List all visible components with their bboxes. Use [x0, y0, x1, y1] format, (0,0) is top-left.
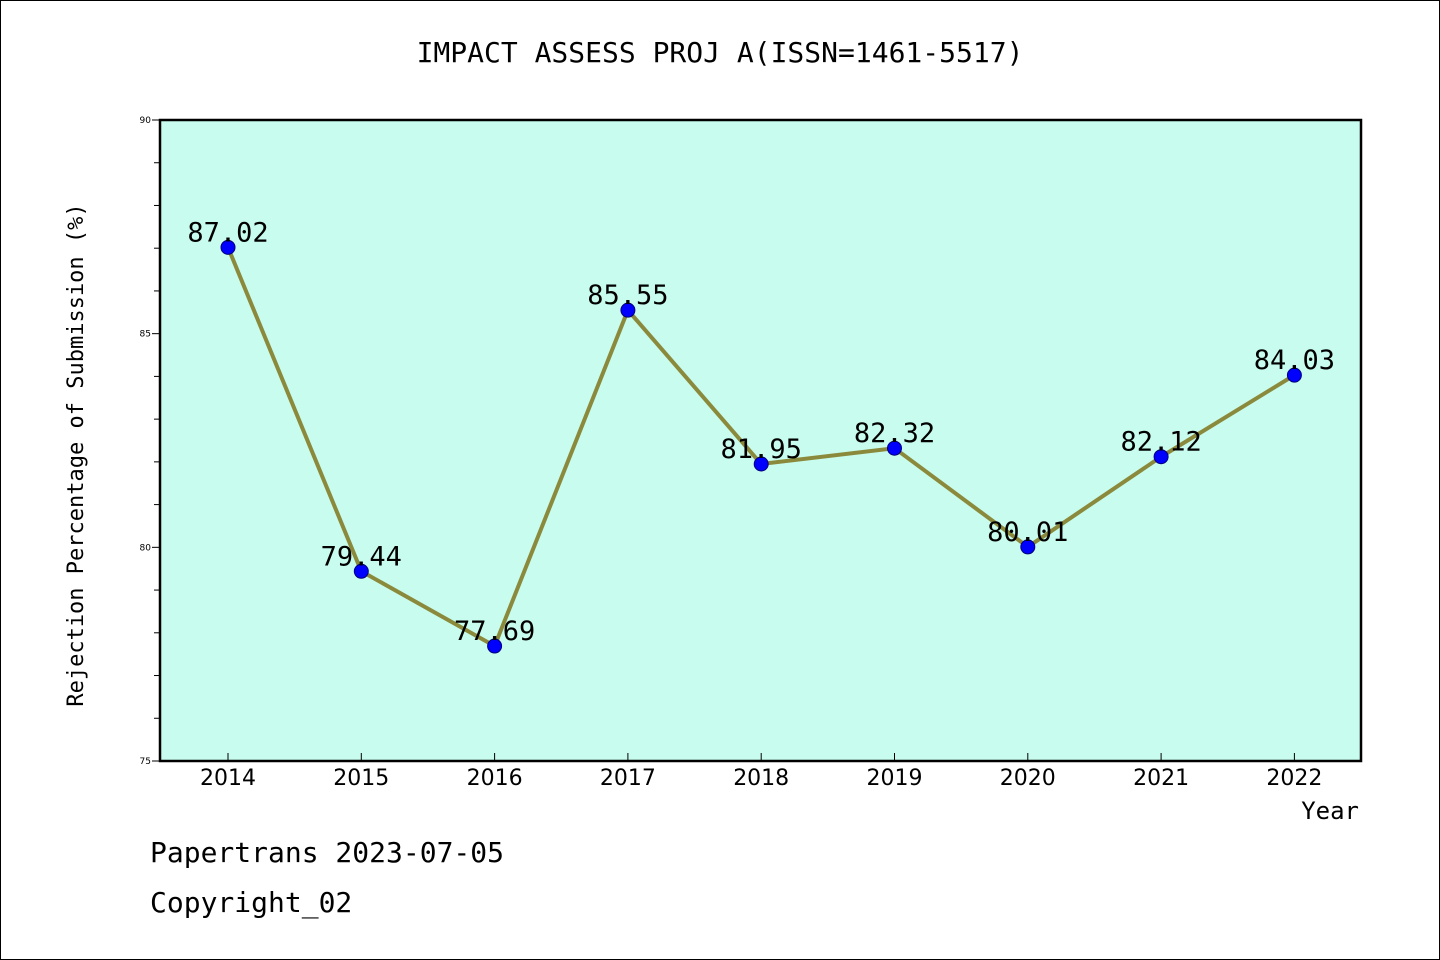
x-tick-label: 2022	[1266, 766, 1322, 791]
data-point	[1020, 539, 1036, 555]
x-tick-label: 2014	[200, 766, 256, 791]
data-label: 85.55	[587, 280, 668, 311]
data-label: 87.02	[187, 217, 268, 248]
x-tick-label: 2015	[333, 766, 389, 791]
x-axis: 2014 2015 2016 2017 2018 2019 2020 2021 2022	[200, 753, 1322, 791]
x-axis-label: Year	[1301, 797, 1359, 825]
y-tick-label: 90	[140, 116, 152, 126]
data-point	[1286, 367, 1302, 383]
data-point	[220, 239, 236, 255]
data-label: 80.01	[987, 517, 1068, 548]
data-label: 82.32	[854, 418, 935, 449]
y-axis-label: Rejection Percentage of Submission (%)	[64, 203, 89, 706]
data-point	[887, 440, 902, 456]
data-label: 82.12	[1120, 427, 1201, 458]
data-label: 79.44	[321, 541, 402, 572]
x-tick-label: 2018	[733, 766, 789, 791]
plot-area	[158, 118, 1363, 763]
data-point	[487, 638, 503, 654]
x-tick-label: 2019	[867, 766, 923, 791]
y-tick-label: 80	[140, 543, 152, 553]
x-tick-label: 2021	[1133, 766, 1189, 791]
data-point	[353, 563, 369, 579]
x-tick-label: 2017	[600, 766, 656, 791]
data-point	[753, 456, 769, 472]
data-point	[1153, 449, 1169, 465]
x-tick-label: 2020	[1000, 766, 1056, 791]
y-axis: 75 80 85 90	[140, 116, 160, 767]
x-tick-label: 2016	[467, 766, 523, 791]
source-footer: Papertrans 2023-07-05	[150, 836, 505, 869]
chart-title: IMPACT ASSESS PROJ A(ISSN=1461-5517)	[416, 36, 1024, 69]
y-tick-label: 85	[140, 330, 151, 340]
data-point	[620, 302, 636, 318]
series-layer: 87.02 79.44 77.69 85.55 81.95 82.32 80.01 82.12…	[187, 217, 1335, 654]
data-label: 77.69	[454, 616, 535, 647]
copyright-footer: Copyright_02	[150, 886, 353, 919]
y-tick-label: 75	[140, 757, 151, 767]
data-label: 81.95	[721, 434, 802, 465]
data-label: 84.03	[1254, 345, 1335, 376]
